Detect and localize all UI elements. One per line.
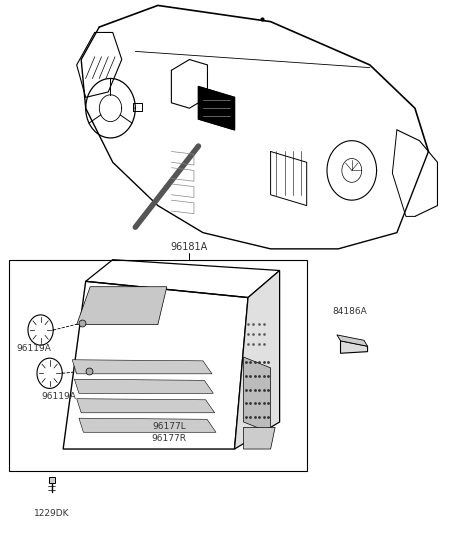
Polygon shape (77, 399, 215, 413)
Polygon shape (79, 418, 216, 432)
Polygon shape (235, 270, 280, 449)
Polygon shape (74, 379, 213, 393)
Text: 84186A: 84186A (332, 307, 367, 316)
Text: 96119A: 96119A (16, 344, 51, 353)
Polygon shape (77, 287, 167, 325)
Polygon shape (337, 335, 368, 346)
Polygon shape (72, 360, 212, 374)
Text: 1229DK: 1229DK (34, 509, 69, 518)
Text: 96181A: 96181A (171, 242, 208, 252)
Polygon shape (244, 427, 275, 449)
Text: 96177L: 96177L (152, 422, 186, 431)
Text: 96177R: 96177R (152, 434, 187, 443)
Polygon shape (341, 341, 368, 353)
Text: 96119A: 96119A (41, 392, 76, 401)
Bar (9, 260, 307, 471)
Polygon shape (244, 357, 271, 433)
Polygon shape (198, 87, 235, 130)
